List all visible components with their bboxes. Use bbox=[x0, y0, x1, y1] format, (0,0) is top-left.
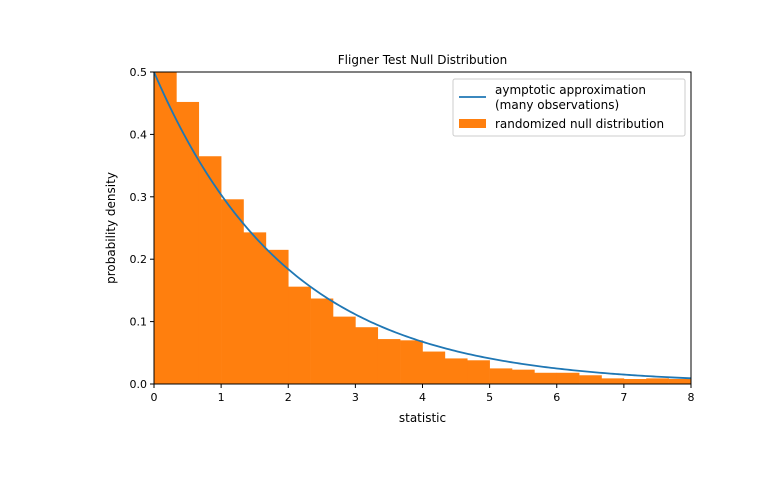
y-tick-label: 0.4 bbox=[130, 128, 148, 141]
legend: aymptotic approximation (many observatio… bbox=[452, 78, 686, 137]
histogram-bar bbox=[422, 351, 446, 384]
histogram-bar bbox=[579, 375, 602, 384]
x-tick-label: 8 bbox=[688, 391, 695, 404]
histogram-bar bbox=[154, 72, 177, 384]
legend-box bbox=[452, 78, 686, 137]
legend-label-line-1: aymptotic approximation bbox=[495, 83, 646, 97]
histogram-bar bbox=[467, 360, 490, 384]
asymptotic-line bbox=[153, 71, 692, 380]
x-tick-label: 0 bbox=[151, 391, 158, 404]
histogram-bar bbox=[646, 378, 669, 384]
histogram-bar bbox=[355, 327, 379, 384]
x-tick-label: 2 bbox=[285, 391, 292, 404]
histogram-bar bbox=[176, 101, 200, 385]
x-tick-label: 6 bbox=[553, 391, 560, 404]
histogram-bar bbox=[601, 378, 625, 384]
histogram-bar bbox=[265, 249, 289, 384]
y-tick-label: 0.2 bbox=[130, 253, 148, 266]
y-axis-label: probability density bbox=[104, 172, 118, 284]
y-tick-label: 0.0 bbox=[130, 378, 148, 391]
x-tick-label: 5 bbox=[486, 391, 493, 404]
x-tick-label: 7 bbox=[620, 391, 627, 404]
histogram-bar bbox=[668, 379, 692, 384]
histogram-bar bbox=[377, 339, 401, 384]
histogram-bar bbox=[221, 199, 244, 384]
histogram-bar bbox=[288, 286, 311, 384]
histogram-bar bbox=[534, 372, 558, 384]
histogram-bar bbox=[556, 372, 580, 384]
x-tick-label: 4 bbox=[419, 391, 426, 404]
histogram-bar bbox=[623, 379, 647, 384]
histogram-bar bbox=[333, 316, 356, 384]
histogram-bar bbox=[512, 369, 535, 384]
legend-label-line-2: (many observations) bbox=[495, 98, 619, 112]
histogram-bar bbox=[198, 156, 222, 384]
histogram-bar bbox=[310, 298, 334, 384]
legend-hist-swatch bbox=[459, 119, 486, 128]
histogram-bar bbox=[243, 232, 267, 384]
y-tick-label: 0.3 bbox=[130, 191, 148, 204]
y-tick-label: 0.5 bbox=[130, 66, 148, 79]
x-tick-label: 1 bbox=[218, 391, 225, 404]
histogram-bar bbox=[400, 340, 423, 384]
legend-label-hist: randomized null distribution bbox=[495, 117, 664, 131]
x-axis-label: statistic bbox=[399, 411, 446, 425]
x-tick-label: 3 bbox=[352, 391, 359, 404]
histogram-bar bbox=[444, 358, 468, 384]
chart-title: Fligner Test Null Distribution bbox=[338, 53, 507, 67]
y-tick-label: 0.1 bbox=[130, 316, 148, 329]
histogram-bar bbox=[489, 368, 513, 384]
